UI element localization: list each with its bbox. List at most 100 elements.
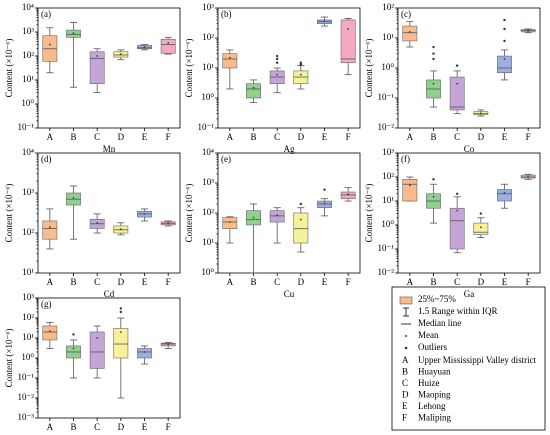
y-tick-label: 10² <box>382 2 394 12</box>
mean-point <box>143 351 146 353</box>
mean-point <box>48 43 51 46</box>
y-axis-label: Content (×10⁻⁶) <box>364 184 374 243</box>
box <box>497 55 512 73</box>
mean-point <box>323 202 326 205</box>
y-tick-label: 10⁰ <box>381 219 394 229</box>
plot-frame <box>217 152 361 274</box>
outlier <box>503 18 506 22</box>
x-tick-label: B <box>250 277 256 287</box>
x-tick-label: E <box>142 277 148 287</box>
plot-frame <box>37 297 181 419</box>
y-tick-label: 10⁻¹ <box>18 122 35 132</box>
box <box>137 348 152 359</box>
x-tick-label: A <box>47 132 54 142</box>
box <box>402 179 418 202</box>
y-tick-label: 10³ <box>22 187 34 197</box>
box <box>160 38 176 54</box>
mean-point <box>347 28 350 30</box>
x-tick-label: E <box>502 277 508 287</box>
outlier <box>275 57 279 61</box>
legend-key-name: Huayuan <box>418 367 451 377</box>
y-tick-label: 10⁻¹ <box>18 372 35 382</box>
x-axis-label: Ga <box>464 289 475 299</box>
legend-mean <box>405 335 407 337</box>
outlier <box>299 63 303 66</box>
x-tick-label: A <box>227 277 234 287</box>
x-axis-label: Cd <box>104 289 115 299</box>
x-axis-label: Cu <box>284 289 295 299</box>
y-axis-label: Content (×10⁻⁶) <box>4 39 14 98</box>
mean-point <box>228 56 231 59</box>
y-tick-label: 10³ <box>22 292 34 302</box>
plot-frame <box>37 7 181 129</box>
box <box>340 19 356 64</box>
x-tick-label: F <box>526 277 531 287</box>
legend-outlier <box>404 346 408 350</box>
outlier <box>299 61 303 64</box>
y-tick-label: 10² <box>22 50 34 60</box>
outlier <box>432 52 435 55</box>
y-tick-label: 10² <box>382 171 394 181</box>
mean-point <box>48 330 51 333</box>
y-axis-label: Content (×10⁻⁶) <box>4 329 14 388</box>
box <box>113 328 129 359</box>
legend-key-name: Huize <box>418 378 440 388</box>
box <box>473 222 489 235</box>
outlier <box>119 310 123 314</box>
mean-point <box>408 184 411 187</box>
y-tick-label: 10³ <box>202 177 214 187</box>
x-tick-label: D <box>118 422 125 432</box>
mean-point <box>119 53 122 55</box>
mean-point <box>167 42 170 44</box>
mean-point <box>323 20 326 23</box>
legend-key-letter: F <box>402 413 407 423</box>
outlier <box>432 57 435 61</box>
legend-key-name: Lehong <box>418 401 446 411</box>
legend-key-name: Maoping <box>418 390 451 400</box>
y-tick-label: 10⁰ <box>21 98 34 108</box>
mean-point <box>96 55 99 57</box>
y-tick-label: 10¹ <box>382 195 394 205</box>
plot-frame <box>217 7 361 129</box>
y-tick-label: 10³ <box>22 26 34 36</box>
y-tick-label: 10³ <box>202 2 214 12</box>
panel-label: (e) <box>221 154 231 164</box>
box <box>269 210 285 223</box>
y-tick-label: 10² <box>22 227 34 237</box>
x-tick-label: D <box>478 277 485 287</box>
outlier <box>503 39 506 43</box>
box <box>89 331 105 369</box>
outlier <box>119 307 123 310</box>
box <box>497 189 512 202</box>
mean-point <box>299 73 302 76</box>
box <box>449 207 465 250</box>
y-tick-label: 10¹ <box>202 237 214 247</box>
y-tick-label: 10³ <box>382 147 394 157</box>
legend-key-name: Maliping <box>418 413 451 423</box>
x-tick-label: B <box>430 277 436 287</box>
box <box>246 83 261 99</box>
panel-label: (a) <box>41 9 51 19</box>
legend-swatch <box>399 296 413 305</box>
outlier <box>455 64 459 67</box>
plot-frame <box>397 7 541 129</box>
y-tick-label: 10⁻¹ <box>378 243 395 253</box>
box <box>402 25 418 42</box>
y-axis-label: Content (×10⁻⁶) <box>184 184 194 243</box>
outlier <box>275 54 279 58</box>
outlier <box>503 27 506 31</box>
x-tick-label: D <box>118 132 125 142</box>
x-tick-label: D <box>298 132 305 142</box>
mean-point <box>252 86 255 89</box>
x-tick-label: A <box>407 132 414 142</box>
mean-point <box>96 221 99 224</box>
legend-key-letter: B <box>402 367 408 377</box>
legend-label: Mean <box>418 330 439 340</box>
mean-point <box>228 221 231 223</box>
x-tick-label: F <box>346 132 351 142</box>
box <box>222 217 238 229</box>
legend-key-letter: E <box>402 401 408 411</box>
x-tick-label: F <box>166 132 171 142</box>
mean-point <box>276 214 279 217</box>
